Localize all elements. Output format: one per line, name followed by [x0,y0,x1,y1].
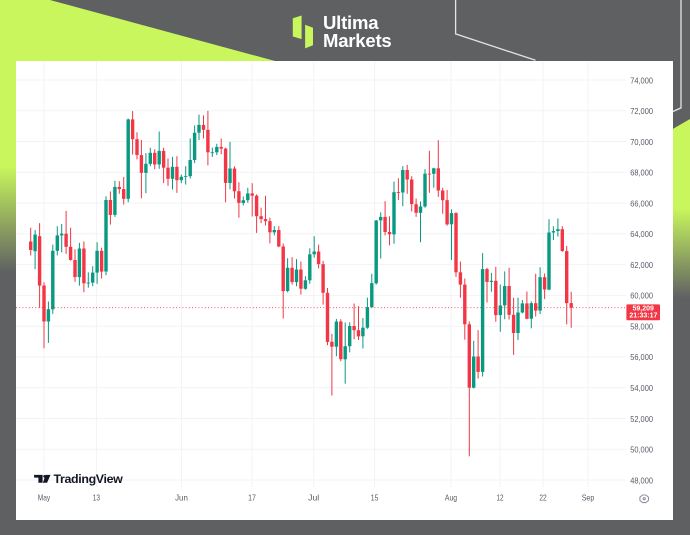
svg-text:Jun: Jun [175,493,188,503]
svg-text:59,209: 59,209 [632,305,654,312]
svg-text:22: 22 [539,493,547,503]
svg-text:60,000: 60,000 [630,291,653,301]
svg-text:56,000: 56,000 [630,352,653,362]
svg-text:50,000: 50,000 [630,445,653,455]
svg-text:Aug: Aug [445,493,458,503]
svg-text:62,000: 62,000 [630,260,653,270]
svg-text:70,000: 70,000 [630,137,653,147]
svg-text:Jul: Jul [308,493,319,503]
svg-text:15: 15 [371,493,379,503]
svg-text:May: May [38,493,51,503]
svg-text:68,000: 68,000 [630,168,653,178]
svg-text:74,000: 74,000 [630,75,653,85]
svg-text:58,000: 58,000 [630,322,653,332]
svg-text:17: 17 [248,493,256,503]
svg-text:13: 13 [93,493,101,503]
svg-text:48,000: 48,000 [630,475,653,485]
svg-text:TradingView: TradingView [54,472,124,486]
svg-text:66,000: 66,000 [630,198,653,208]
svg-text:Sep: Sep [582,493,595,503]
svg-text:54,000: 54,000 [630,383,653,393]
svg-text:72,000: 72,000 [630,106,653,116]
svg-text:64,000: 64,000 [630,229,653,239]
svg-text:12: 12 [496,493,503,503]
svg-text:21:33:17: 21:33:17 [629,313,657,320]
svg-text:52,000: 52,000 [630,414,653,424]
